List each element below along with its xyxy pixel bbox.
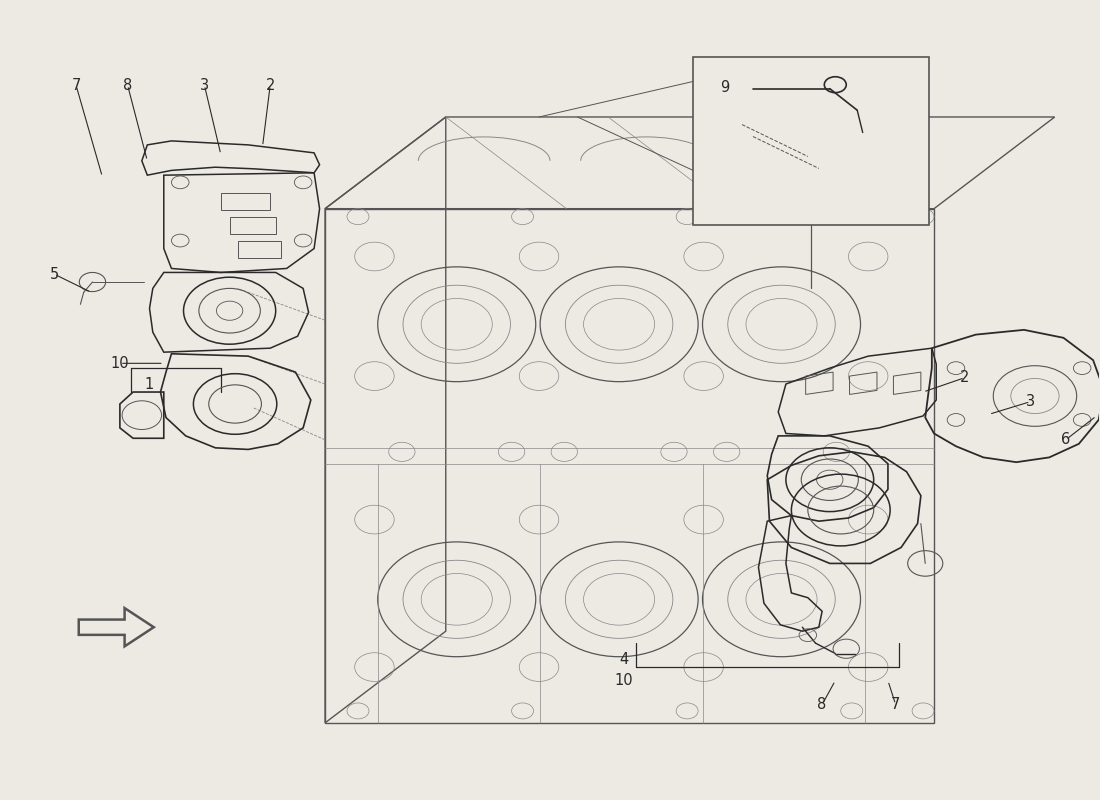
Text: 1: 1 [145, 377, 154, 391]
Text: 8: 8 [817, 697, 827, 712]
Text: 3: 3 [1026, 394, 1035, 409]
Text: 5: 5 [50, 266, 58, 282]
Text: 10: 10 [614, 673, 632, 688]
Text: 3: 3 [200, 78, 209, 93]
Text: 8: 8 [123, 78, 132, 93]
Text: 7: 7 [891, 697, 900, 712]
Text: 10: 10 [111, 356, 129, 371]
Text: 9: 9 [720, 79, 729, 94]
Text: 4: 4 [619, 651, 628, 666]
Text: 2: 2 [960, 370, 969, 385]
Text: 6: 6 [1062, 432, 1070, 447]
Text: 2: 2 [265, 78, 275, 93]
FancyArrow shape [79, 608, 154, 646]
Text: 7: 7 [72, 78, 80, 93]
FancyBboxPatch shape [693, 57, 928, 225]
